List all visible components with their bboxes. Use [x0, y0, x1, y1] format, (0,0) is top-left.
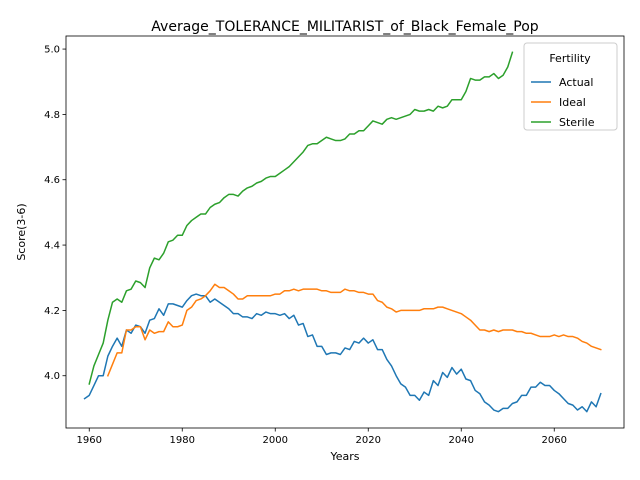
x-tick-label: 2060	[542, 435, 567, 446]
x-tick-label: 1960	[77, 435, 102, 446]
series-line-ideal	[106, 283, 602, 377]
y-tick-label: 4.0	[44, 371, 60, 382]
x-tick-label: 1980	[170, 435, 195, 446]
plot-lines	[83, 51, 602, 413]
legend: Fertility Actual Ideal Sterile	[523, 42, 618, 131]
y-tick-label: 5.0	[44, 45, 60, 56]
legend-entries: Actual Ideal Sterile	[531, 76, 595, 129]
y-axis-ticks: 4.0 4.2 4.4 4.6 4.8 5.0	[44, 45, 66, 382]
series-line-actual	[83, 293, 602, 413]
y-tick-label: 4.8	[44, 110, 60, 121]
chart-title: Average_TOLERANCE_MILITARIST_of_Black_Fe…	[151, 19, 539, 35]
y-tick-label: 4.2	[44, 306, 60, 317]
x-axis-ticks: 1960 1980 2000 2020 2040 2060	[77, 428, 567, 446]
legend-label-actual: Actual	[559, 76, 593, 89]
legend-title: Fertility	[549, 52, 591, 65]
x-tick-label: 2040	[449, 435, 474, 446]
x-axis-label: Years	[329, 450, 359, 463]
series-line-sterile	[88, 51, 514, 385]
y-axis-label: Score(3-6)	[15, 203, 28, 260]
legend-frame	[523, 42, 618, 131]
legend-label-ideal: Ideal	[559, 96, 586, 109]
plot-frame	[65, 35, 625, 429]
x-tick-label: 2020	[356, 435, 381, 446]
x-tick-label: 2000	[263, 435, 288, 446]
y-tick-label: 4.6	[44, 175, 60, 186]
legend-label-sterile: Sterile	[559, 116, 595, 129]
y-tick-label: 4.4	[44, 241, 60, 252]
